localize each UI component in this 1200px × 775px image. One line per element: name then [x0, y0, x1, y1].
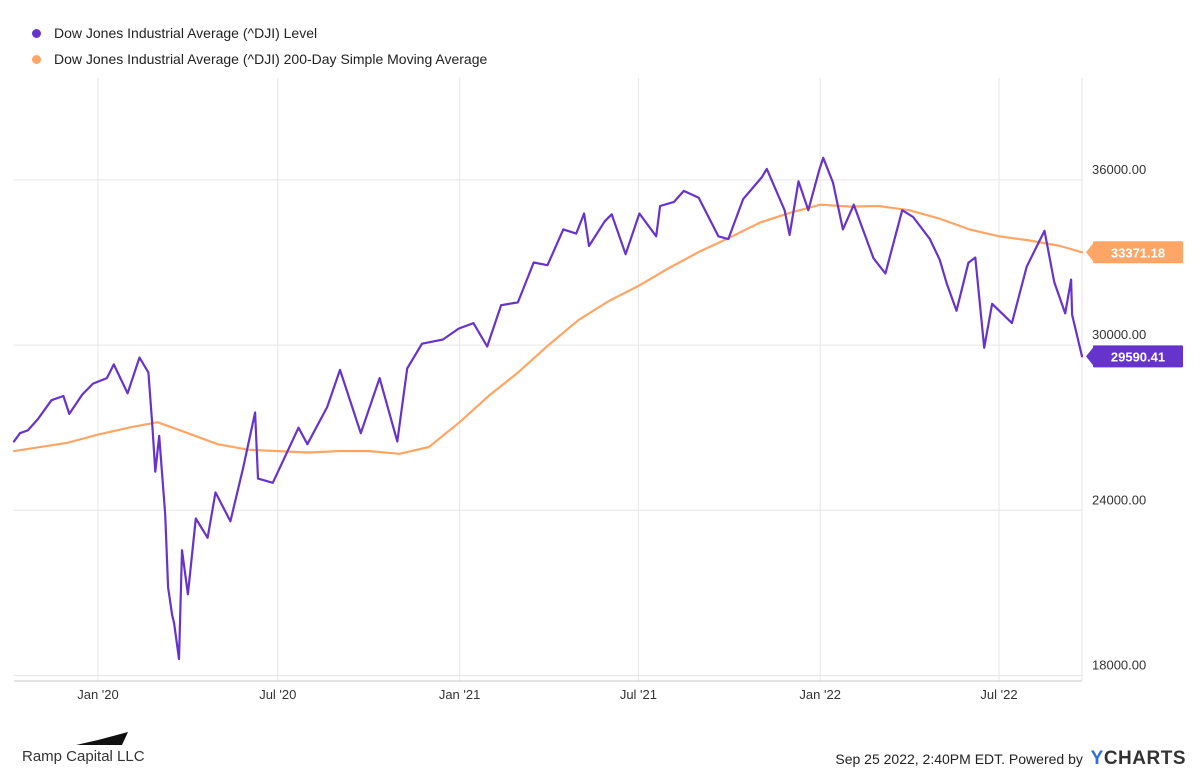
ycharts-logo-y: Y	[1090, 748, 1104, 769]
source-credit: Sep 25 2022, 2:40PM EDT. Powered by YCHA…	[835, 748, 1186, 770]
y-tick-label: 18000.00	[1092, 657, 1146, 672]
end-label-box	[1093, 345, 1183, 368]
chart-legend: Dow Jones Industrial Average (^DJI) Leve…	[32, 20, 487, 72]
ycharts-logo-text: CHARTS	[1103, 748, 1186, 769]
end-label-sma: 33371.18	[1086, 241, 1183, 264]
end-label-box	[1093, 241, 1183, 264]
legend-marker-level	[32, 28, 41, 38]
x-tick-label: Jan '22	[799, 687, 841, 702]
source-text: Sep 25 2022, 2:40PM EDT. Powered by	[835, 751, 1083, 767]
end-label-pointer	[1086, 242, 1094, 263]
end-value-labels: 33371.18 29590.41	[1086, 241, 1183, 368]
y-tick-label: 36000.00	[1092, 162, 1146, 177]
x-tick-label: Jul '20	[259, 687, 296, 702]
end-label-level: 29590.41	[1086, 345, 1183, 368]
x-tick-label: Jul '22	[980, 687, 1017, 702]
end-label-text: 33371.18	[1111, 245, 1165, 260]
y-tick-label: 30000.00	[1092, 327, 1146, 342]
x-tick-label: Jan '21	[439, 687, 481, 702]
x-axis-ticks: Jan '20 Jul '20 Jan '21 Jul '21 Jan '22 Jul '…	[77, 687, 1017, 702]
x-tick-label: Jul '21	[620, 687, 657, 702]
legend-marker-sma	[32, 54, 41, 64]
y-axis-ticks: 18000.00 24000.00 30000.00 36000.00	[1092, 162, 1146, 673]
end-label-text: 29590.41	[1111, 349, 1165, 364]
grid-lines	[14, 78, 1083, 681]
legend-label-level: Dow Jones Industrial Average (^DJI) Leve…	[54, 25, 318, 41]
end-label-pointer	[1086, 346, 1094, 367]
ramp-logo-icon	[76, 732, 128, 745]
legend-item-sma[interactable]: Dow Jones Industrial Average (^DJI) 200-…	[32, 46, 487, 72]
x-tick-label: Jan '20	[77, 687, 119, 702]
series-lines	[12, 156, 1084, 661]
legend-item-level[interactable]: Dow Jones Industrial Average (^DJI) Leve…	[32, 20, 487, 46]
series-line-sma	[12, 203, 1084, 455]
series-line-level	[12, 156, 1084, 661]
legend-label-sma: Dow Jones Industrial Average (^DJI) 200-…	[54, 51, 488, 67]
brand-name: Ramp Capital LLC	[22, 748, 145, 765]
ycharts-logo[interactable]: YCHARTS	[1085, 748, 1186, 770]
y-tick-label: 24000.00	[1092, 492, 1146, 507]
